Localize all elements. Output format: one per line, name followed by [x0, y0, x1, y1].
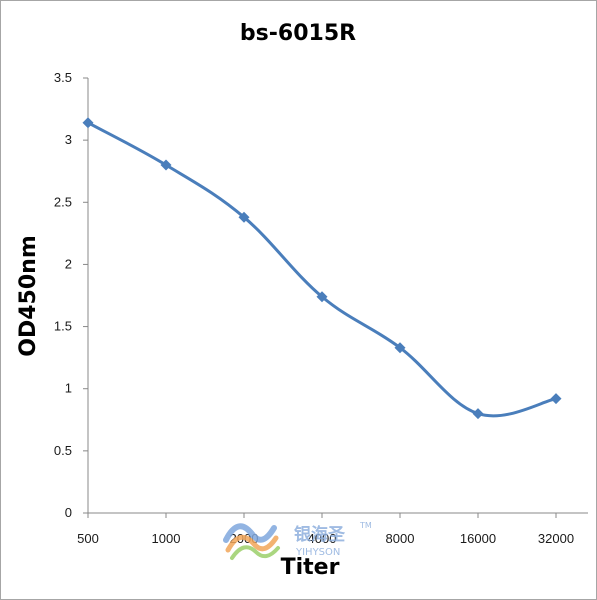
y-tick-label: 0.5	[54, 443, 72, 458]
brand-watermark-en: YIHYSON	[295, 547, 340, 558]
x-tick-label: 1000	[152, 531, 181, 546]
data-point-marker	[316, 291, 328, 303]
y-tick-label: 1	[65, 381, 72, 396]
y-tick-label: 1.5	[54, 319, 72, 334]
data-point-marker	[550, 393, 562, 405]
x-tick-label: 500	[77, 531, 99, 546]
chart-title: bs-6015R	[240, 21, 356, 46]
series-group	[82, 117, 562, 420]
y-tick-label: 2.5	[54, 194, 72, 209]
data-point-marker	[238, 211, 250, 223]
brand-watermark-tm: TM	[359, 521, 372, 530]
x-axis-title: Titer	[281, 555, 340, 580]
data-point-marker	[394, 342, 406, 354]
brand-logo-icon	[223, 523, 280, 560]
x-tick-label: 4000	[308, 531, 337, 546]
y-tick-label: 0	[65, 505, 72, 520]
y-axis-title: OD450nm	[16, 235, 41, 356]
x-tick-label: 8000	[386, 531, 415, 546]
brand-watermark-cn: 银海圣	[294, 524, 346, 545]
data-point-marker	[160, 159, 172, 171]
series-line	[87, 121, 557, 418]
data-point-marker	[82, 117, 94, 129]
y-tick-label: 3.5	[54, 70, 72, 85]
y-tick-label: 2	[65, 256, 72, 271]
y-tick-label: 3	[65, 132, 72, 147]
brand-watermark: 银海圣 TM YIHYSON	[223, 521, 372, 560]
data-point-marker	[472, 408, 484, 420]
y-axis-ticks: 0 0.5 1 1.5 2 2.5 3 3.5	[54, 70, 88, 520]
x-tick-label: 32000	[538, 531, 574, 546]
x-tick-label: 16000	[460, 531, 496, 546]
